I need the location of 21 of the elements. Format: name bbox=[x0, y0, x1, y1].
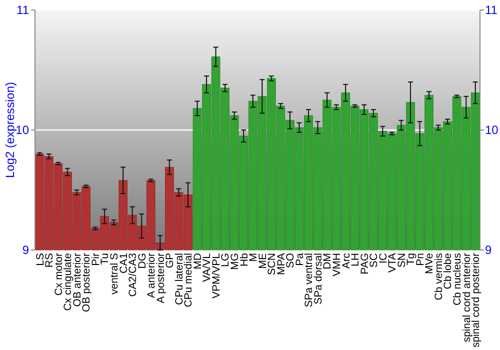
x-tick-label: LS bbox=[34, 253, 46, 266]
y-tick-label: 10 bbox=[16, 123, 30, 138]
x-tick-label: SPa dorsal bbox=[312, 253, 324, 304]
y2-tick-label: 11 bbox=[485, 3, 498, 18]
x-tick-label: Tg bbox=[405, 252, 418, 266]
y-tick-label: 9 bbox=[22, 243, 30, 258]
x-tick-label: RS bbox=[44, 253, 56, 268]
x-tick-label: Cb nucleus bbox=[452, 253, 464, 306]
x-tick-label: LG bbox=[220, 253, 232, 268]
y-axis-title: Log2 (expression) bbox=[3, 82, 18, 178]
x-tick-label: CA1 bbox=[118, 252, 130, 274]
x-tick-label: spinal cord anterior bbox=[460, 252, 473, 342]
y-tick-label: 11 bbox=[16, 3, 30, 18]
y2-tick-label: 10 bbox=[485, 123, 499, 138]
x-tick-label: Arc bbox=[340, 253, 352, 269]
x-tick-label: MG bbox=[229, 253, 241, 270]
x-tick-label: Hb bbox=[238, 252, 250, 266]
x-tick-label: GP bbox=[164, 253, 176, 268]
x-tick-label: Cb lobe bbox=[442, 252, 454, 290]
x-tick-label: spinal cord posterior bbox=[470, 252, 482, 348]
y2-tick-label: 9 bbox=[485, 243, 492, 258]
